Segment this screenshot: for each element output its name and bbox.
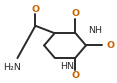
Text: O: O: [71, 71, 80, 80]
Text: NH: NH: [88, 26, 102, 35]
Text: O: O: [71, 9, 80, 19]
Text: H₂N: H₂N: [3, 63, 21, 72]
Text: O: O: [31, 5, 39, 14]
Text: HN: HN: [60, 62, 74, 71]
Text: O: O: [107, 41, 115, 50]
